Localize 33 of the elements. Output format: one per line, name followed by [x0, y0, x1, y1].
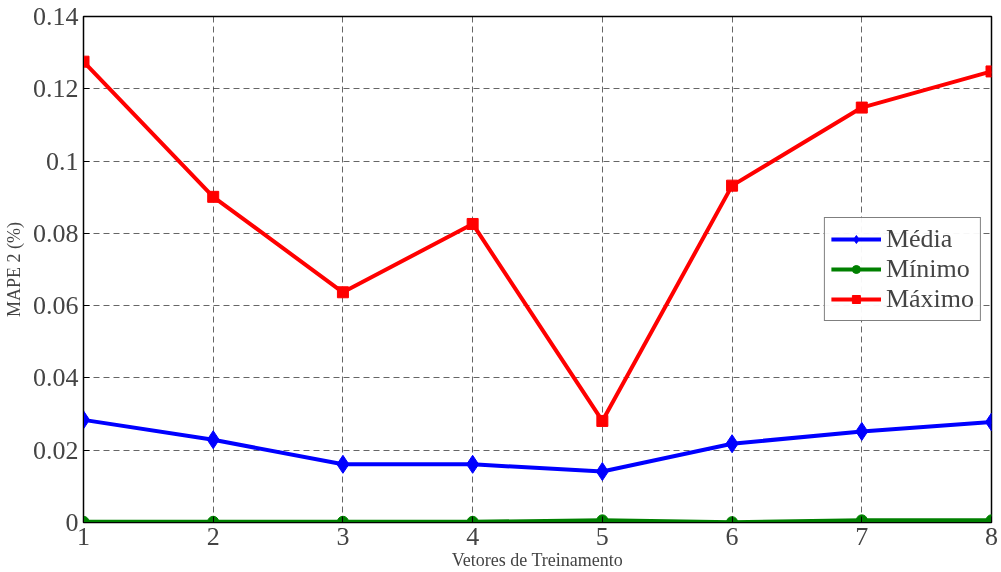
y-tick-label: 0.08 [33, 218, 79, 248]
point [466, 454, 480, 474]
legend-label: Média [885, 224, 953, 254]
y-tick-label: 0.12 [33, 74, 79, 104]
point [855, 421, 869, 441]
point [725, 434, 739, 454]
x-tick-label: 6 [725, 521, 739, 551]
y-tick-label: 0.02 [33, 435, 79, 465]
x-tick-label: 8 [985, 521, 998, 551]
x-axis-title: Vetores de Treinamento [451, 549, 623, 570]
legend-label: Mínimo [885, 254, 970, 284]
y-tick-label: 0.1 [46, 146, 79, 176]
point [726, 179, 739, 192]
y-axis-title: MAPE 2 (%) [4, 222, 25, 317]
x-tick-label: 4 [466, 521, 480, 551]
y-tick-label: 0.14 [33, 2, 79, 31]
y-tick-label: 0 [65, 508, 79, 537]
point [207, 190, 220, 203]
y-tick-label: 0.06 [33, 291, 79, 321]
y-tick-label: 0.04 [33, 363, 79, 393]
x-tick-label: 1 [77, 521, 90, 551]
x-tick-label: 2 [206, 521, 220, 551]
point [596, 414, 609, 427]
x-tick-label: 3 [336, 521, 350, 551]
point [336, 454, 350, 474]
point [855, 101, 868, 114]
legend-label: Máximo [885, 284, 974, 314]
x-tick-label: 5 [595, 521, 609, 551]
point [466, 217, 479, 230]
point [595, 462, 609, 482]
point [206, 430, 220, 450]
x-tick-label: 7 [855, 521, 869, 551]
point [336, 286, 349, 299]
